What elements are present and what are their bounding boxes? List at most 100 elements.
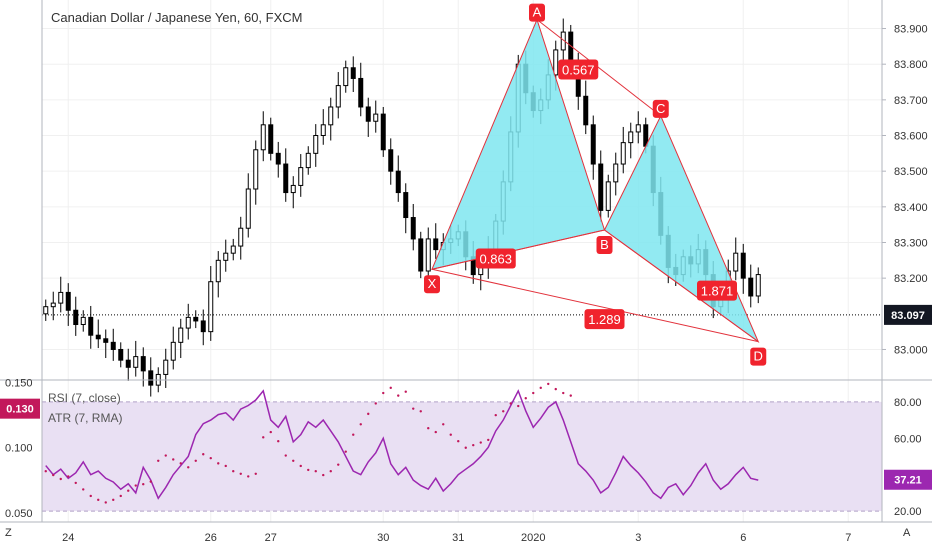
candle[interactable] <box>88 316 94 336</box>
candle[interactable] <box>598 163 604 211</box>
candle[interactable] <box>283 163 289 194</box>
candle[interactable] <box>178 327 184 343</box>
candle[interactable] <box>170 341 176 361</box>
price-tick-label: 83.800 <box>894 59 928 71</box>
timezone-button[interactable]: Z <box>5 527 12 539</box>
candle[interactable] <box>380 113 386 151</box>
pattern-point-c[interactable]: C <box>652 99 669 118</box>
pattern-line <box>431 268 759 343</box>
pattern-ratio[interactable]: 1.289 <box>584 309 625 330</box>
candle[interactable] <box>215 259 221 283</box>
candle[interactable] <box>268 124 274 154</box>
candle[interactable] <box>635 124 641 133</box>
candle[interactable] <box>305 152 311 169</box>
candle[interactable] <box>350 67 356 79</box>
candle[interactable] <box>58 291 64 304</box>
candle[interactable] <box>583 95 589 126</box>
candle[interactable] <box>298 167 304 186</box>
candle[interactable] <box>208 281 214 333</box>
candle[interactable] <box>328 106 334 126</box>
pattern-line <box>536 19 662 117</box>
candle[interactable] <box>148 370 154 386</box>
candle[interactable] <box>433 238 439 251</box>
pattern-point-a[interactable]: A <box>529 3 545 22</box>
candle[interactable] <box>425 238 431 272</box>
candle[interactable] <box>410 217 416 240</box>
candle[interactable] <box>95 334 101 340</box>
candle[interactable] <box>118 348 124 361</box>
candle[interactable] <box>395 170 401 194</box>
atr-point <box>284 454 287 457</box>
atr-point <box>509 402 512 405</box>
pattern-point-x[interactable]: X <box>424 275 440 294</box>
candle[interactable] <box>65 291 71 311</box>
atr-point <box>224 464 227 468</box>
candle[interactable] <box>373 113 379 122</box>
candle[interactable] <box>748 277 754 297</box>
candle[interactable] <box>358 77 364 108</box>
time-tick-label: 30 <box>377 532 389 544</box>
candle[interactable] <box>320 124 326 137</box>
candle[interactable] <box>245 188 251 229</box>
harmonic-pattern[interactable]: X A B C D 0.567 0.863 1.871 1.289 <box>424 3 767 366</box>
pattern-point-d[interactable]: D <box>750 347 767 366</box>
rsi-indicator-label[interactable]: RSI (7, close) <box>48 391 121 405</box>
candle[interactable] <box>125 359 131 368</box>
candle[interactable] <box>365 106 371 122</box>
candle[interactable] <box>230 245 236 254</box>
candle[interactable] <box>43 306 49 315</box>
candle[interactable] <box>733 252 739 272</box>
candle[interactable] <box>103 338 109 343</box>
candle[interactable] <box>418 238 424 272</box>
atr-point <box>539 386 542 390</box>
atr-point <box>269 430 272 434</box>
indicator-pane[interactable] <box>42 382 882 512</box>
atr-point <box>172 458 175 461</box>
atr-point <box>149 480 152 483</box>
candle[interactable] <box>140 356 146 372</box>
candle[interactable] <box>260 124 266 151</box>
candle[interactable] <box>605 181 611 211</box>
candle[interactable] <box>620 142 626 165</box>
atr-point <box>479 441 482 444</box>
candle[interactable] <box>613 163 619 183</box>
pattern-ratio-badge <box>584 309 625 330</box>
candle[interactable] <box>185 316 191 329</box>
candle[interactable] <box>73 309 79 326</box>
candle[interactable] <box>755 274 761 297</box>
pattern-ratio-badge <box>558 59 599 80</box>
candle[interactable] <box>290 184 296 194</box>
candle[interactable] <box>388 149 394 172</box>
candle[interactable] <box>335 85 341 108</box>
candle[interactable] <box>193 316 199 322</box>
price-tick-label: 83.700 <box>894 95 928 107</box>
atr-point <box>194 459 197 462</box>
candle[interactable] <box>313 135 319 154</box>
candle[interactable] <box>740 252 746 279</box>
atr-indicator-label[interactable]: ATR (7, RMA) <box>48 411 122 425</box>
pattern-point-b[interactable]: B <box>596 236 613 255</box>
candle[interactable] <box>275 152 281 165</box>
pattern-ratio[interactable]: 0.863 <box>475 248 516 269</box>
candle[interactable] <box>50 302 56 308</box>
candle[interactable] <box>403 192 409 219</box>
auto-scale-button[interactable]: A <box>903 527 911 539</box>
candle[interactable] <box>568 31 574 65</box>
candle[interactable] <box>223 252 229 261</box>
pattern-ratio[interactable]: 1.871 <box>697 280 737 301</box>
candle[interactable] <box>343 67 349 87</box>
candle[interactable] <box>200 320 206 333</box>
candle[interactable] <box>253 149 259 190</box>
pattern-ratio-label: 1.289 <box>588 312 621 327</box>
time-tick-label: 6 <box>740 532 746 544</box>
candle[interactable] <box>590 124 596 165</box>
candle[interactable] <box>110 341 116 350</box>
candle[interactable] <box>133 356 139 368</box>
candle[interactable] <box>628 131 634 144</box>
candle[interactable] <box>238 227 244 247</box>
candle[interactable] <box>80 316 86 326</box>
candle[interactable] <box>553 49 559 76</box>
pattern-ratio[interactable]: 0.567 <box>558 59 599 80</box>
candle[interactable] <box>163 359 169 375</box>
